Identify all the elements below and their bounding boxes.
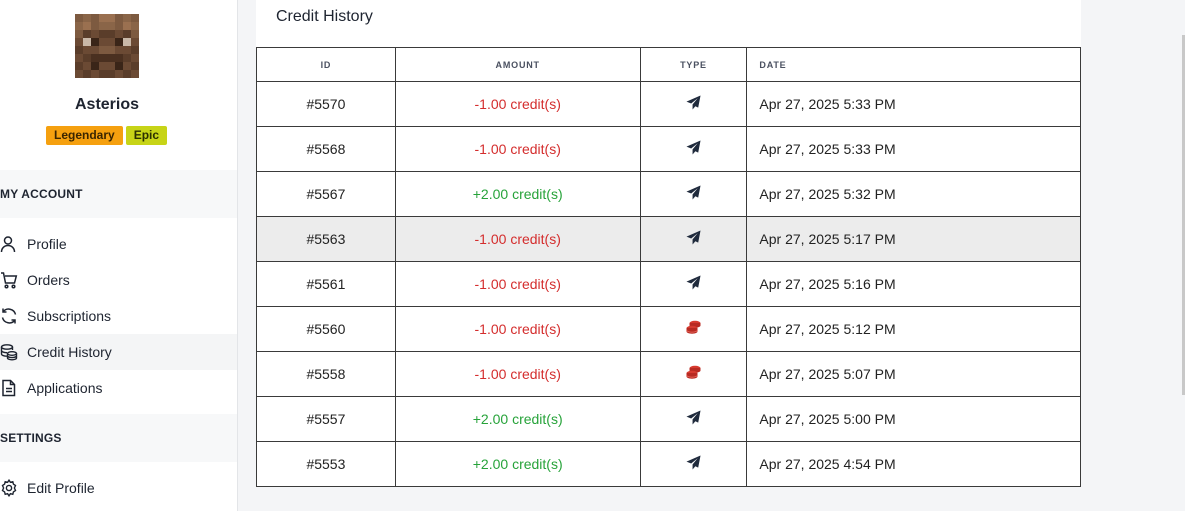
table-row[interactable]: #5561 -1.00 credit(s) Apr 27, 2025 5:16 PM bbox=[256, 261, 1081, 307]
refresh-icon bbox=[0, 306, 27, 326]
cell-type bbox=[639, 261, 748, 307]
table-row[interactable]: #5567 +2.00 credit(s) Apr 27, 2025 5:32 PM bbox=[256, 171, 1081, 217]
credit-history-table: ID AMOUNT TYPE DATE #5570 -1.00 credit(s)… bbox=[256, 47, 1081, 487]
cart-icon bbox=[0, 270, 27, 290]
badge-legendary: Legendary bbox=[46, 126, 123, 145]
column-header-amount[interactable]: AMOUNT bbox=[394, 47, 641, 82]
cell-date: Apr 27, 2025 5:16 PM bbox=[746, 261, 1081, 307]
cell-date: Apr 27, 2025 5:12 PM bbox=[746, 306, 1081, 352]
sidebar: Asterios Legendary Epic MY ACCOUNT Profi… bbox=[0, 0, 238, 511]
cell-amount: -1.00 credit(s) bbox=[394, 216, 641, 262]
cell-id: #5553 bbox=[256, 441, 396, 487]
table-row[interactable]: #5557 +2.00 credit(s) Apr 27, 2025 5:00 PM bbox=[256, 396, 1081, 442]
cell-date: Apr 27, 2025 4:54 PM bbox=[746, 441, 1081, 487]
table-row[interactable]: #5570 -1.00 credit(s) Apr 27, 2025 5:33 PM bbox=[256, 81, 1081, 127]
sidebar-item-profile[interactable]: Profile bbox=[0, 226, 237, 262]
sidebar-item-credit-history[interactable]: Credit History bbox=[0, 334, 237, 370]
cell-amount: -1.00 credit(s) bbox=[394, 306, 641, 352]
cell-id: #5561 bbox=[256, 261, 396, 307]
badges: Legendary Epic bbox=[46, 126, 168, 145]
cell-date: Apr 27, 2025 5:33 PM bbox=[746, 81, 1081, 127]
sidebar-item-label: Credit History bbox=[27, 344, 112, 360]
sidebar-item-subscriptions[interactable]: Subscriptions bbox=[0, 298, 237, 334]
cell-date: Apr 27, 2025 5:00 PM bbox=[746, 396, 1081, 442]
coins-icon bbox=[684, 365, 702, 380]
cell-id: #5568 bbox=[256, 126, 396, 172]
sidebar-item-label: Applications bbox=[27, 380, 103, 396]
paper-plane-icon bbox=[686, 410, 701, 425]
column-header-type[interactable]: TYPE bbox=[639, 47, 748, 82]
gear-icon bbox=[0, 478, 27, 498]
paper-plane-icon bbox=[686, 455, 701, 470]
cell-type bbox=[639, 216, 748, 262]
cell-id: #5570 bbox=[256, 81, 396, 127]
cell-id: #5557 bbox=[256, 396, 396, 442]
table-row[interactable]: #5558 -1.00 credit(s) Apr 27, 2025 5:07 PM bbox=[256, 351, 1081, 397]
settings-heading: SETTINGS bbox=[0, 414, 237, 462]
table-row[interactable]: #5553 +2.00 credit(s) Apr 27, 2025 4:54 PM bbox=[256, 441, 1081, 487]
sidebar-item-label: Edit Profile bbox=[27, 480, 95, 496]
card-title: Credit History bbox=[276, 8, 373, 25]
user-icon bbox=[0, 234, 27, 254]
coins-icon bbox=[684, 320, 702, 335]
cell-date: Apr 27, 2025 5:32 PM bbox=[746, 171, 1081, 217]
cell-id: #5558 bbox=[256, 351, 396, 397]
document-icon bbox=[0, 378, 27, 398]
cell-amount: +2.00 credit(s) bbox=[394, 441, 641, 487]
avatar bbox=[75, 14, 139, 78]
cell-date: Apr 27, 2025 5:07 PM bbox=[746, 351, 1081, 397]
sidebar-item-applications[interactable]: Applications bbox=[0, 370, 237, 406]
cell-type bbox=[639, 171, 748, 217]
table-row[interactable]: #5563 -1.00 credit(s) Apr 27, 2025 5:17 PM bbox=[256, 216, 1081, 262]
paper-plane-icon bbox=[686, 275, 701, 290]
sidebar-item-label: Subscriptions bbox=[27, 308, 112, 324]
cell-id: #5563 bbox=[256, 216, 396, 262]
table-row[interactable]: #5560 -1.00 credit(s) Apr 27, 2025 5:12 PM bbox=[256, 306, 1081, 352]
cell-amount: -1.00 credit(s) bbox=[394, 261, 641, 307]
cell-amount: +2.00 credit(s) bbox=[394, 396, 641, 442]
cell-type bbox=[639, 396, 748, 442]
page-background bbox=[1081, 0, 1185, 511]
cell-type bbox=[639, 351, 748, 397]
table-row[interactable]: #5568 -1.00 credit(s) Apr 27, 2025 5:33 PM bbox=[256, 126, 1081, 172]
cell-amount: -1.00 credit(s) bbox=[394, 126, 641, 172]
cell-type bbox=[639, 441, 748, 487]
paper-plane-icon bbox=[686, 185, 701, 200]
cell-amount: -1.00 credit(s) bbox=[394, 351, 641, 397]
username: Asterios bbox=[74, 96, 140, 113]
paper-plane-icon bbox=[686, 140, 701, 155]
sidebar-item-label: Orders bbox=[27, 272, 70, 288]
sidebar-item-orders[interactable]: Orders bbox=[0, 262, 237, 298]
coins-icon bbox=[0, 342, 27, 362]
column-header-date[interactable]: DATE bbox=[746, 47, 1081, 82]
cell-type bbox=[639, 81, 748, 127]
cell-id: #5567 bbox=[256, 171, 396, 217]
cell-type bbox=[639, 126, 748, 172]
my-account-heading: MY ACCOUNT bbox=[0, 170, 237, 218]
scrollbar[interactable] bbox=[1182, 35, 1185, 395]
column-header-id[interactable]: ID bbox=[256, 47, 396, 82]
paper-plane-icon bbox=[686, 230, 701, 245]
sidebar-item-edit-profile[interactable]: Edit Profile bbox=[0, 470, 237, 506]
badge-epic: Epic bbox=[125, 126, 168, 145]
cell-date: Apr 27, 2025 5:33 PM bbox=[746, 126, 1081, 172]
sidebar-item-label: Profile bbox=[27, 236, 67, 252]
cell-amount: +2.00 credit(s) bbox=[394, 171, 641, 217]
paper-plane-icon bbox=[686, 95, 701, 110]
cell-type bbox=[639, 306, 748, 352]
cell-date: Apr 27, 2025 5:17 PM bbox=[746, 216, 1081, 262]
cell-amount: -1.00 credit(s) bbox=[394, 81, 641, 127]
cell-id: #5560 bbox=[256, 306, 396, 352]
